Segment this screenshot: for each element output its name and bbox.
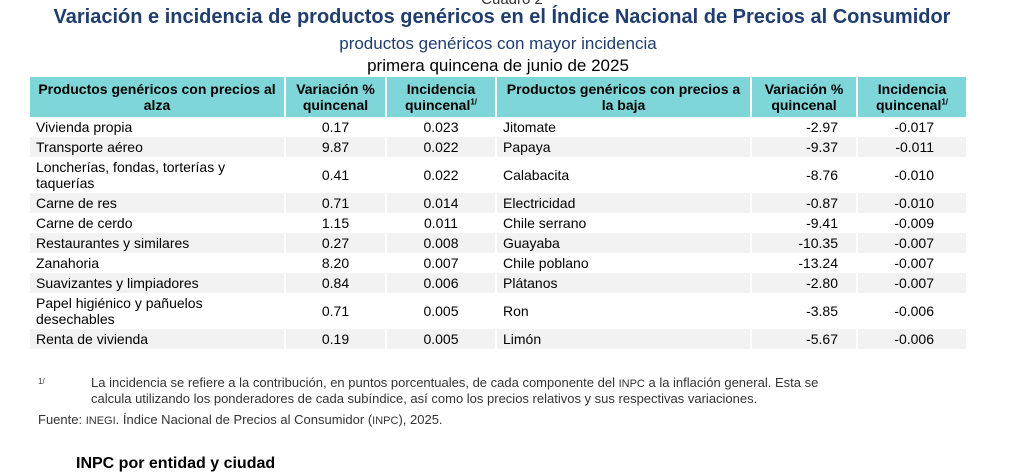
- cell-up-variation: 1.15: [285, 213, 387, 233]
- cell-down-variation: -13.24: [751, 253, 858, 273]
- cell-down-variation: -2.97: [751, 117, 858, 137]
- header-down-variation: Variación % quincenal: [751, 77, 858, 117]
- cell-up-incidence: 0.005: [386, 293, 497, 329]
- cell-up-variation: 0.71: [285, 193, 387, 213]
- cell-down-incidence: -0.017: [894, 119, 934, 135]
- table-row: Suavizantes y limpiadores 0.84 0.006 Plátan…: [30, 273, 966, 293]
- source-note: Fuente: INEGI. Índice Nacional de Precio…: [38, 412, 443, 427]
- cell-up-product: Renta de vivienda: [30, 329, 286, 349]
- table-caption-cut: Cuadro 2: [0, 0, 1024, 8]
- cell-down-variation: -9.41: [751, 213, 858, 233]
- cell-down-product: Electricidad: [496, 193, 752, 213]
- cell-up-variation: 8.20: [285, 253, 387, 273]
- cell-down-variation: -2.80: [751, 273, 858, 293]
- cell-down-incidence: -0.010: [857, 193, 966, 213]
- incidence-table: Productos genéricos con precios al alza …: [30, 77, 966, 349]
- page-title: Variación e incidencia de productos gené…: [53, 6, 951, 28]
- cell-down-incidence: -0.006: [857, 329, 966, 349]
- cell-down-incidence: -0.006: [894, 303, 934, 319]
- cell-up-product: Zanahoria: [30, 253, 286, 273]
- header-up-incidence: Incidencia quincenal1/: [386, 77, 497, 117]
- cell-down-incidence: -0.007: [857, 233, 966, 253]
- cell-up-product: Vivienda propia: [30, 117, 286, 137]
- footnote-mark: 1/: [38, 377, 45, 386]
- table-row: Papel higiénico y pañuelos desechables 0.…: [30, 293, 966, 329]
- cell-up-incidence: 0.007: [386, 253, 497, 273]
- footnote-line-2: calcula utilizando los ponderadores de c…: [91, 391, 758, 406]
- next-section-heading: INPC por entidad y ciudad: [76, 455, 276, 472]
- cell-down-product: Chile poblano: [496, 253, 752, 273]
- cell-up-variation: 0.17: [285, 117, 387, 137]
- cell-down-product: Chile serrano: [496, 213, 752, 233]
- cell-up-incidence: 0.022: [386, 137, 497, 157]
- cell-up-incidence: 0.022: [386, 157, 497, 193]
- cell-up-incidence: 0.014: [386, 193, 497, 213]
- footnote-marker: 1/: [470, 97, 478, 107]
- header-down-incidence: Incidencia quincenal1/: [857, 77, 966, 117]
- cell-up-product: Papel higiénico y pañuelos desechables: [30, 293, 286, 329]
- cell-up-variation: 0.27: [285, 233, 387, 253]
- table-row: Carne de res 0.71 0.014 Electricidad -0.87 -0…: [30, 193, 966, 213]
- cell-up-incidence: 0.006: [386, 273, 497, 293]
- cell-down-variation: -0.87: [751, 193, 858, 213]
- cell-down-product: Calabacita: [496, 157, 752, 193]
- cell-up-incidence: 0.023: [386, 117, 497, 137]
- table-row: Transporte aéreo 9.87 0.022 Papaya -9.37 -0.0…: [30, 137, 966, 157]
- cell-down-incidence: -0.007: [894, 255, 934, 271]
- table-subtitle: productos genéricos con mayor incidencia: [339, 34, 657, 53]
- header-up-variation: Variación % quincenal: [285, 77, 387, 117]
- cell-up-variation: 9.87: [285, 137, 387, 157]
- cell-down-variation: -3.85: [751, 293, 858, 329]
- cell-down-incidence: -0.010: [894, 167, 934, 183]
- table-row: Carne de cerdo 1.15 0.011 Chile serrano -9.4…: [30, 213, 966, 233]
- cell-down-incidence: -0.011: [857, 137, 966, 157]
- table-row: Vivienda propia 0.17 0.023 Jitomate -2.97 -0.…: [30, 117, 966, 137]
- cell-up-product: Carne de cerdo: [30, 213, 286, 233]
- cell-up-variation: 0.19: [285, 329, 387, 349]
- table-row: Loncherías, fondas, torterías y taquería…: [30, 157, 966, 193]
- cell-down-product: Plátanos: [496, 273, 752, 293]
- cell-up-product: Loncherías, fondas, torterías y taquería…: [30, 157, 286, 193]
- cell-up-variation: 0.41: [285, 157, 387, 193]
- cell-down-variation: -9.37: [751, 137, 858, 157]
- cell-up-incidence: 0.005: [386, 329, 497, 349]
- footnote-line-1: La incidencia se refiere a la contribuci…: [91, 375, 819, 390]
- header-down-product: Productos genéricos con precios a la baj…: [496, 77, 752, 117]
- cell-down-variation: -5.67: [751, 329, 858, 349]
- cell-down-product: Jitomate: [496, 117, 752, 137]
- header-up-product: Productos genéricos con precios al alza: [30, 77, 286, 117]
- footnote-marker: 1/: [941, 97, 949, 107]
- cell-down-variation: -8.76: [751, 157, 858, 193]
- cell-up-product: Restaurantes y similares: [30, 233, 286, 253]
- cell-down-incidence: -0.009: [894, 215, 934, 231]
- cell-up-product: Transporte aéreo: [30, 137, 286, 157]
- table-row: Zanahoria 8.20 0.007 Chile poblano -13.24 -0.…: [30, 253, 966, 273]
- table-row: Renta de vivienda 0.19 0.005 Limón -5.67 -0.0…: [30, 329, 966, 349]
- table-header-row: Productos genéricos con precios al alza …: [30, 77, 966, 117]
- cell-up-product: Suavizantes y limpiadores: [30, 273, 286, 293]
- cell-up-variation: 0.84: [285, 273, 387, 293]
- table-period: primera quincena de junio de 2025: [367, 56, 629, 75]
- cell-down-variation: -10.35: [751, 233, 858, 253]
- cell-down-product: Guayaba: [496, 233, 752, 253]
- table-row: Restaurantes y similares 0.27 0.008 Guayaba…: [30, 233, 966, 253]
- cell-down-product: Papaya: [496, 137, 752, 157]
- cell-up-variation: 0.71: [285, 293, 387, 329]
- cell-down-product: Limón: [496, 329, 752, 349]
- cell-up-incidence: 0.008: [386, 233, 497, 253]
- cell-up-product: Carne de res: [30, 193, 286, 213]
- cell-down-incidence: -0.007: [857, 273, 966, 293]
- cell-down-product: Ron: [496, 293, 752, 329]
- cell-up-incidence: 0.011: [386, 213, 497, 233]
